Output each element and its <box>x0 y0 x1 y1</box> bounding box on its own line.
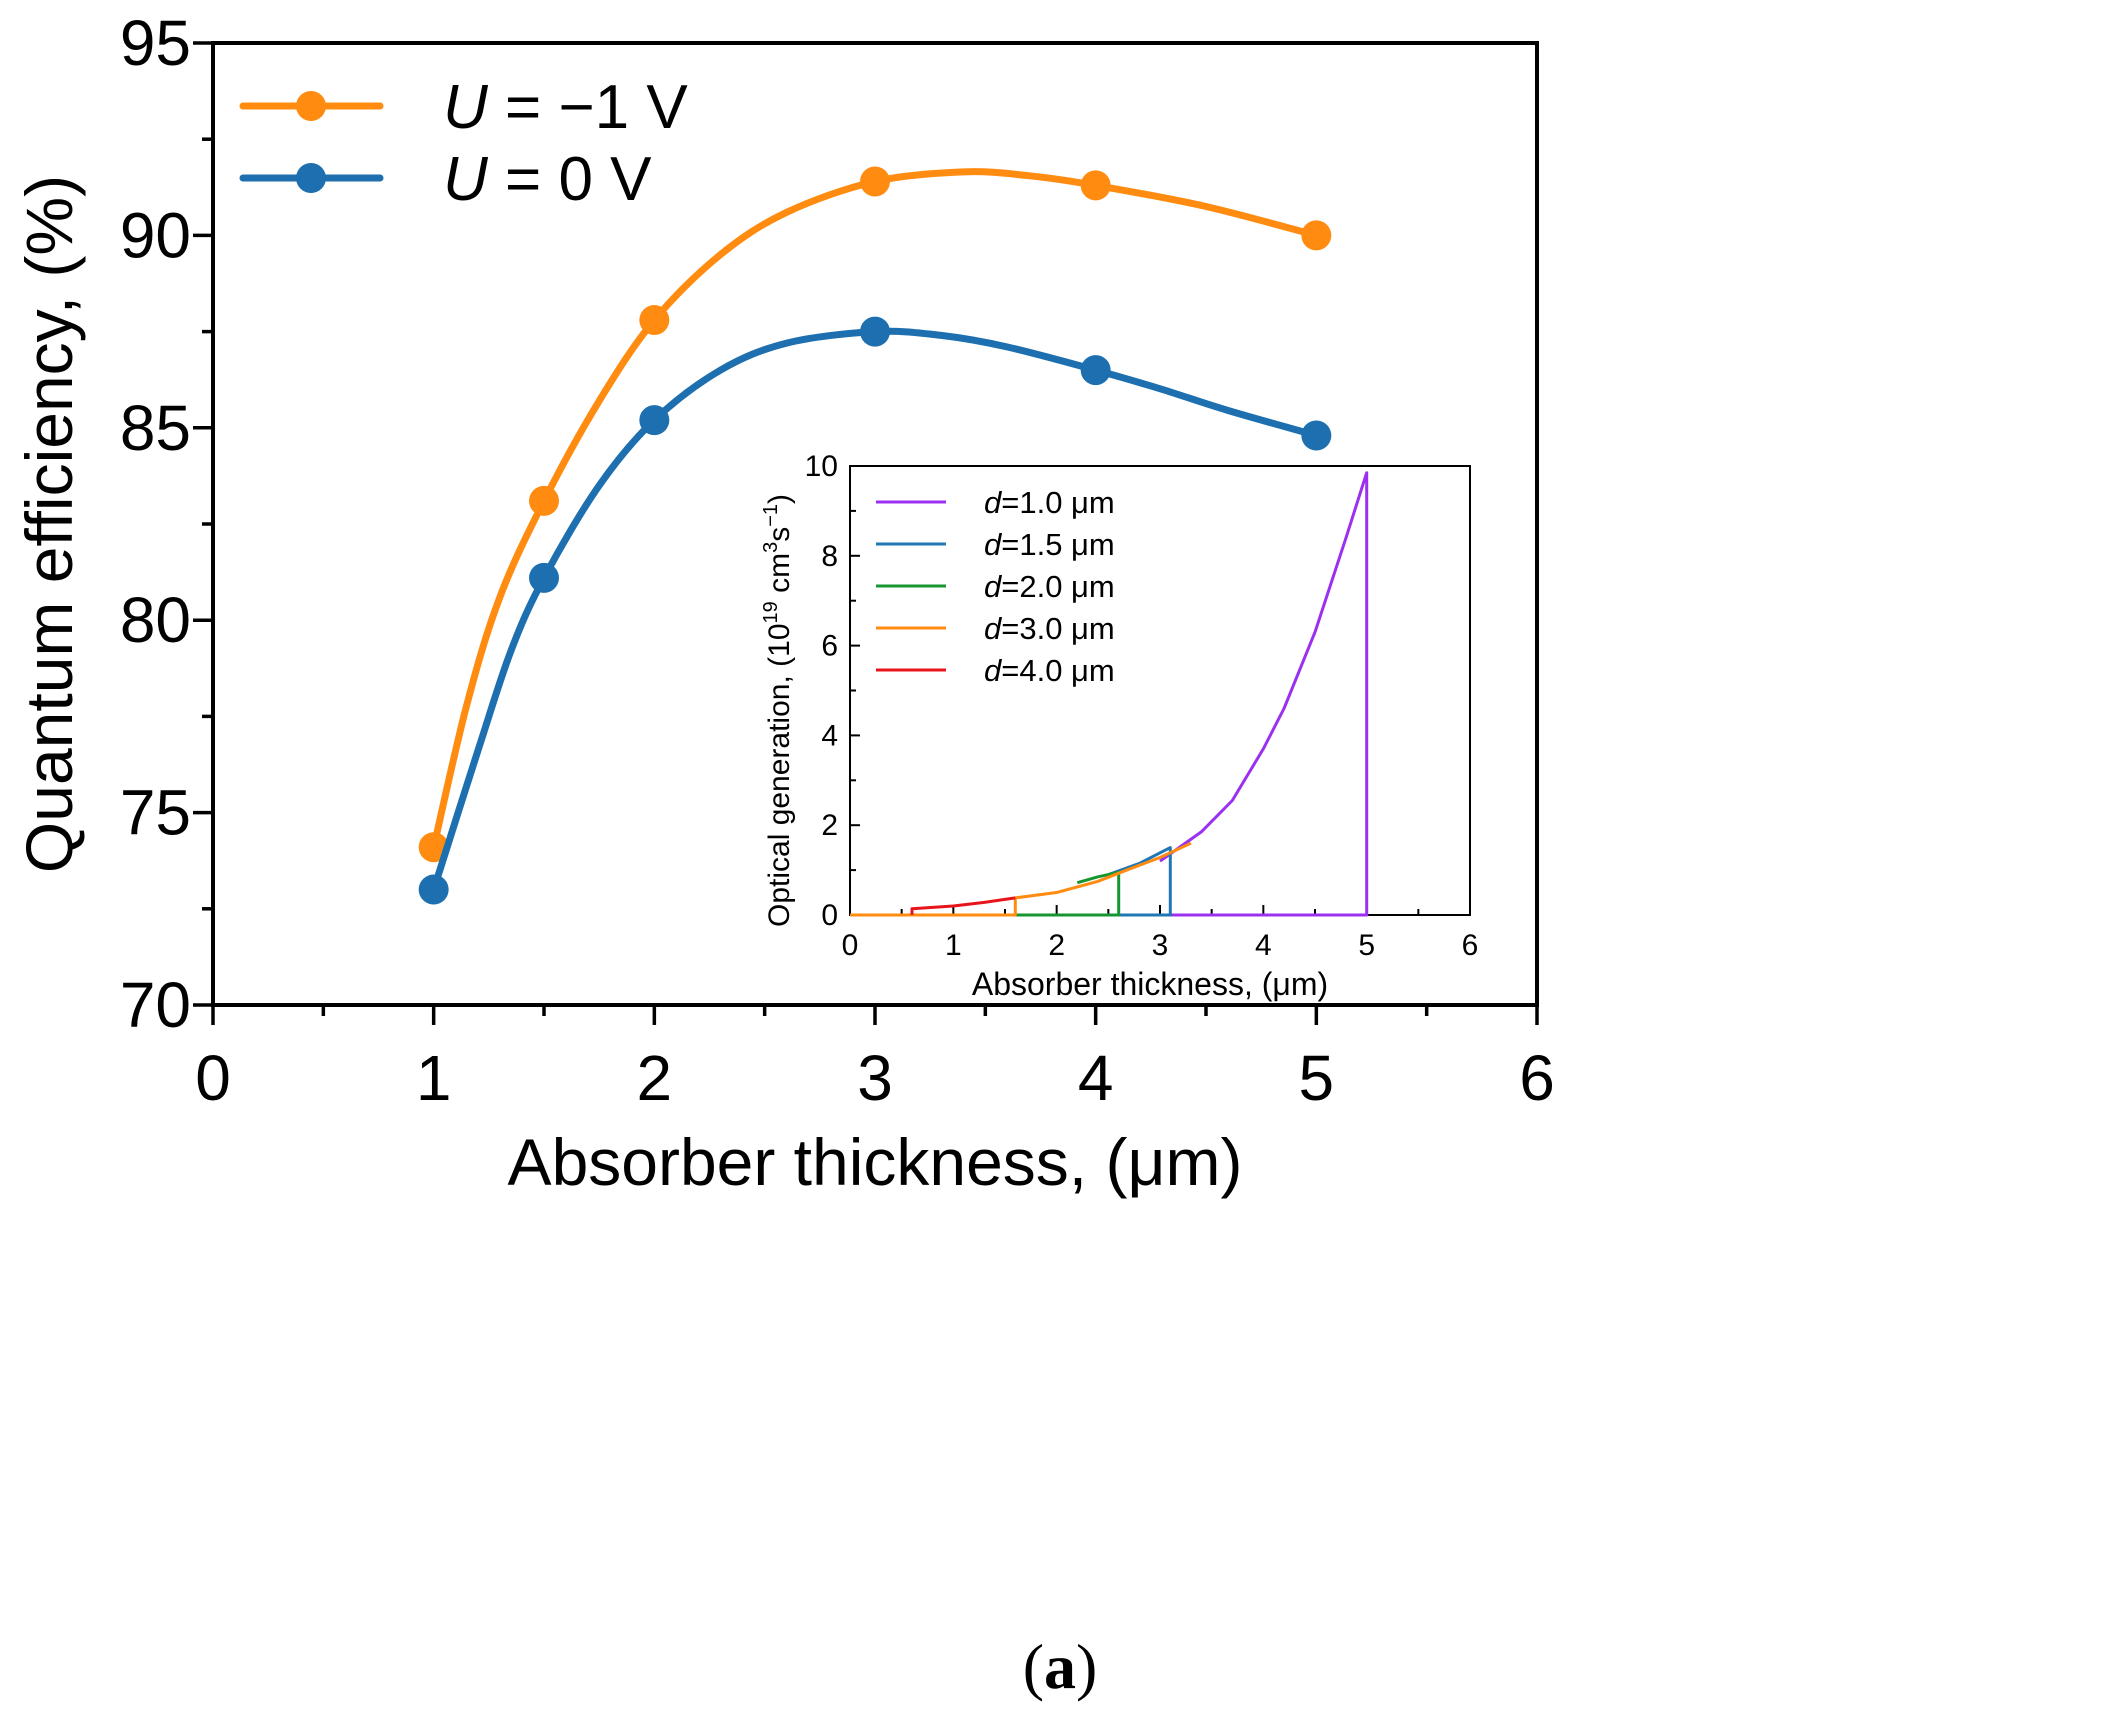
data-point <box>529 562 559 593</box>
inset-y-tick-label: 10 <box>805 450 838 483</box>
y-tick-label: 85 <box>120 392 191 464</box>
inset-legend-label: d=4.0 μm <box>984 653 1115 688</box>
inset-y-tick-label: 2 <box>821 809 838 842</box>
inset-legend-label: d=1.5 μm <box>984 527 1115 562</box>
legend-label-value: = −1 V <box>488 73 689 142</box>
legend-label: U = −1 V <box>443 73 688 142</box>
inset-legend-label: d=2.0 μm <box>984 569 1115 604</box>
inset-legend-label: d=3.0 μm <box>984 611 1115 646</box>
data-point <box>1301 220 1332 251</box>
y-tick-label: 70 <box>120 969 191 1041</box>
data-point <box>1301 420 1332 451</box>
x-tick-label: 3 <box>857 1042 893 1114</box>
inset-y-tick-label: 8 <box>821 540 838 573</box>
inset-x-tick-label: 3 <box>1152 929 1169 962</box>
inset-chart: 0 1 2 3 4 5 6 0 2 4 6 8 10 Absorber thickness, (μm) Op… <box>760 450 1478 1002</box>
inset-legend-value: =4.0 μm <box>1001 653 1115 688</box>
inset-x-axis-title: Absorber thickness, (μm) <box>972 966 1328 1002</box>
data-point <box>418 874 449 905</box>
inset-legend-label: d=1.0 μm <box>984 485 1115 520</box>
legend-label: U = 0 V <box>443 145 652 214</box>
inset-x-tick-label: 0 <box>842 929 859 962</box>
data-point <box>1080 355 1111 386</box>
inset-legend-value: =1.0 μm <box>1001 485 1115 520</box>
inset-series-line <box>850 471 1369 917</box>
inset-legend-symbol: d <box>984 653 1003 688</box>
inset-series-line <box>850 841 1192 917</box>
legend-marker <box>296 91 326 121</box>
inset-legend: d=1.0 μmd=1.5 μmd=2.0 μmd=3.0 μmd=4.0 μm <box>876 485 1115 688</box>
inset-legend-symbol: d <box>984 611 1003 646</box>
inset-legend-value: =3.0 μm <box>1001 611 1115 646</box>
inset-legend-value: =2.0 μm <box>1001 569 1115 604</box>
data-point <box>529 485 559 516</box>
caption-letter: a <box>1044 1631 1076 1702</box>
inset-y-title-text: ) <box>763 494 796 504</box>
inset-x-tick-label: 1 <box>945 929 962 962</box>
data-point <box>1080 170 1111 201</box>
x-tick-label: 5 <box>1299 1042 1335 1114</box>
inset-y-tick-label: 4 <box>821 719 838 752</box>
inset-x-tick-label: 4 <box>1255 929 1272 962</box>
data-point <box>860 316 890 347</box>
inset-y-title-text: cm <box>763 553 796 601</box>
series-1 <box>418 316 1332 905</box>
figure-caption: (a) <box>1023 1631 1098 1702</box>
inset-y-title-superscript: 19 <box>760 601 782 623</box>
inset-series-line <box>910 896 1016 915</box>
legend-label-value: = 0 V <box>488 145 652 214</box>
data-point <box>639 305 670 336</box>
main-legend: U = −1 VU = 0 V <box>239 73 688 214</box>
y-axis-title: Quantum efficiency, (%) <box>12 175 86 873</box>
x-tick-label: 6 <box>1519 1042 1555 1114</box>
inset-y-title-text: Optical generation, (10 <box>763 624 796 928</box>
inset-y-title-superscript: 3 <box>760 542 782 553</box>
caption-close-paren: ) <box>1076 1631 1097 1702</box>
inset-y-title-superscript: −1 <box>760 504 782 527</box>
series-line <box>430 327 1320 894</box>
inset-y-title-text: s <box>763 527 796 542</box>
inset-x-tick-label: 6 <box>1462 929 1479 962</box>
x-tick-label: 1 <box>416 1042 452 1114</box>
inset-y-tick-label: 6 <box>821 630 838 663</box>
legend-label-symbol: U <box>443 73 489 142</box>
inset-legend-symbol: d <box>984 569 1003 604</box>
legend-marker <box>296 163 326 193</box>
data-point <box>639 405 670 436</box>
inset-x-tick-label: 5 <box>1358 929 1375 962</box>
data-point <box>860 166 890 197</box>
y-tick-label: 75 <box>120 777 191 849</box>
inset-plot-frame <box>849 465 1471 916</box>
x-tick-label: 2 <box>637 1042 673 1114</box>
y-tick-label: 95 <box>120 7 191 79</box>
inset-legend-symbol: d <box>984 527 1003 562</box>
inset-x-tick-label: 2 <box>1048 929 1065 962</box>
inset-y-tick-label: 0 <box>821 899 838 932</box>
inset-legend-value: =1.5 μm <box>1001 527 1115 562</box>
x-tick-label: 4 <box>1078 1042 1114 1114</box>
series-0 <box>418 166 1332 863</box>
inset-y-axis-title: Optical generation, (1019 cm3s−1) <box>760 494 796 927</box>
inset-legend-symbol: d <box>984 485 1003 520</box>
legend-label-symbol: U <box>443 145 489 214</box>
x-tick-label: 0 <box>195 1042 231 1114</box>
x-axis-title: Absorber thickness, (μm) <box>508 1125 1243 1199</box>
y-tick-label: 80 <box>120 584 191 656</box>
caption-open-paren: ( <box>1023 1631 1044 1702</box>
y-tick-label: 90 <box>120 199 191 271</box>
